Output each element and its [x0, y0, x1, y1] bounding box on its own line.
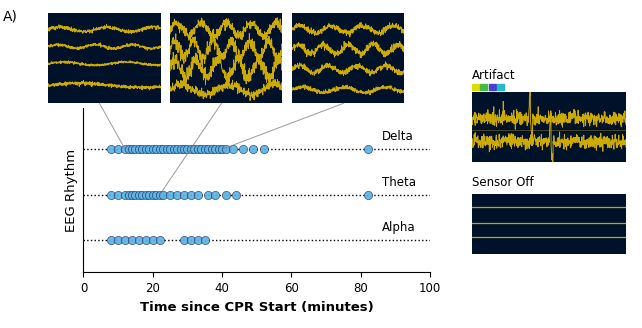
Point	[210, 192, 220, 197]
Point	[123, 147, 134, 152]
Point	[113, 147, 123, 152]
Text: A): A)	[3, 10, 18, 24]
Point	[186, 192, 196, 197]
Point	[259, 147, 269, 152]
Text: Artifact: Artifact	[472, 69, 516, 82]
Point	[227, 147, 238, 152]
Point	[179, 147, 189, 152]
Text: Theta: Theta	[381, 176, 415, 189]
Point	[203, 192, 213, 197]
Point	[210, 147, 220, 152]
Point	[127, 147, 137, 152]
Point	[158, 192, 168, 197]
X-axis label: Time since CPR Start (minutes): Time since CPR Start (minutes)	[140, 300, 374, 314]
Point	[106, 238, 116, 243]
Text: Sensor Off: Sensor Off	[472, 175, 534, 189]
Point	[141, 192, 151, 197]
Point	[144, 192, 155, 197]
Point	[134, 147, 144, 152]
Point	[162, 147, 172, 152]
Point	[207, 147, 217, 152]
Point	[120, 147, 130, 152]
Point	[106, 147, 116, 152]
Point	[113, 238, 123, 243]
Point	[220, 192, 230, 197]
Point	[203, 147, 213, 152]
Point	[141, 238, 151, 243]
Point	[127, 238, 137, 243]
Y-axis label: EEG Rhythm: EEG Rhythm	[65, 149, 78, 232]
Point	[200, 147, 210, 152]
Point	[155, 147, 165, 152]
Point	[158, 147, 168, 152]
Point	[172, 147, 182, 152]
Point	[220, 147, 230, 152]
Point	[214, 147, 224, 152]
Point	[217, 147, 227, 152]
Point	[363, 192, 373, 197]
Point	[123, 192, 134, 197]
Point	[193, 238, 203, 243]
Point	[148, 147, 158, 152]
Text: Delta: Delta	[381, 130, 413, 143]
Point	[179, 238, 189, 243]
Point	[189, 147, 200, 152]
Point	[130, 192, 141, 197]
Point	[155, 238, 165, 243]
Point	[248, 147, 259, 152]
Point	[151, 192, 161, 197]
Point	[130, 147, 141, 152]
Point	[193, 147, 203, 152]
Point	[175, 147, 186, 152]
Point	[113, 192, 123, 197]
Point	[137, 147, 148, 152]
Point	[127, 192, 137, 197]
Point	[134, 238, 144, 243]
Point	[141, 147, 151, 152]
Point	[168, 147, 178, 152]
Point	[120, 192, 130, 197]
Point	[238, 147, 248, 152]
Point	[144, 147, 155, 152]
Point	[151, 147, 161, 152]
Point	[165, 147, 175, 152]
Point	[231, 192, 241, 197]
Point	[172, 192, 182, 197]
Point	[196, 147, 207, 152]
Text: Alpha: Alpha	[381, 221, 415, 235]
Point	[193, 192, 203, 197]
Point	[155, 192, 165, 197]
Point	[137, 192, 148, 197]
Point	[179, 192, 189, 197]
Point	[363, 147, 373, 152]
Point	[134, 192, 144, 197]
Point	[120, 238, 130, 243]
Point	[165, 192, 175, 197]
Point	[186, 238, 196, 243]
Point	[182, 147, 193, 152]
Point	[148, 238, 158, 243]
Point	[186, 147, 196, 152]
Point	[200, 238, 210, 243]
Point	[148, 192, 158, 197]
Point	[106, 192, 116, 197]
